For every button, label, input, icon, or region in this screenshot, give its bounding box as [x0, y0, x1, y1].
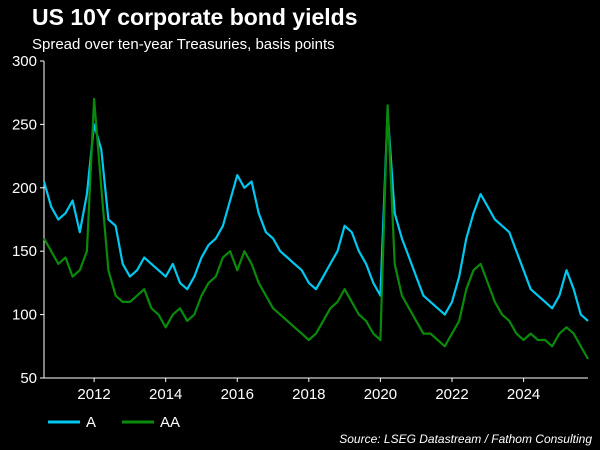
y-tick-label: 100 [12, 307, 37, 324]
x-tick-label: 2018 [292, 386, 325, 403]
x-tick-label: 2016 [221, 386, 254, 403]
series-line-aa [43, 97, 589, 360]
y-tick-label: 200 [12, 180, 37, 197]
legend-label-aa: AA [160, 414, 180, 431]
x-tick-label: 2020 [364, 386, 397, 403]
x-tick-label: 2014 [149, 386, 182, 403]
x-tick-label: 2022 [435, 386, 468, 403]
series-layer [42, 97, 589, 360]
x-tick-label: 2024 [507, 386, 540, 403]
x-tick-label: 2012 [77, 386, 110, 403]
legend-label-a: A [86, 414, 96, 431]
chart-title: US 10Y corporate bond yields [32, 4, 358, 30]
legend: A AA [48, 414, 180, 431]
y-tick-label: 250 [12, 116, 37, 133]
source-note: Source: LSEG Datastream / Fathom Consult… [339, 432, 592, 446]
y-tick-label: 150 [12, 243, 37, 260]
chart-subtitle: Spread over ten-year Treasuries, basis p… [32, 36, 335, 53]
axes: 50 100 150 200 250 300 2012 2014 2016 2018 2020 202… [12, 53, 588, 403]
y-tick-label: 300 [12, 53, 37, 70]
y-tick-label: 50 [20, 370, 37, 387]
series-line-a [42, 110, 589, 322]
